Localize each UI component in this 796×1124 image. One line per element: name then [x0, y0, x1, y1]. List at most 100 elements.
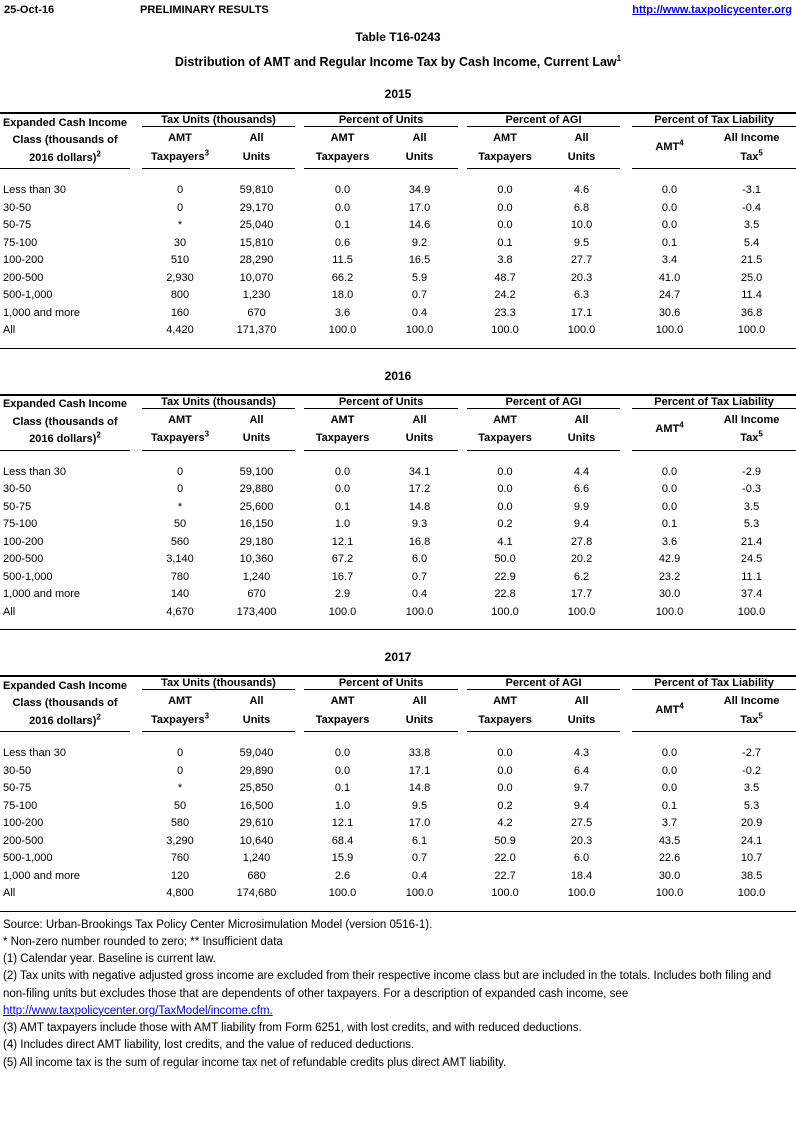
data-cell: 0.0: [661, 747, 678, 760]
data-cell: 11.1: [741, 570, 762, 583]
data-cell: 100.0: [328, 887, 357, 900]
data-cell: 1.0: [334, 799, 351, 812]
income-class-cell: 75-100: [3, 799, 38, 812]
data-cell: 0.1: [334, 500, 351, 513]
data-cell: 6.2: [573, 570, 590, 583]
column-gap: [458, 762, 467, 780]
data-cell: 0.0: [661, 219, 678, 232]
data-cell: 33.8: [408, 747, 431, 760]
data-cell: 4.3: [573, 747, 590, 760]
data-cell: 800: [170, 289, 190, 302]
column-gap: [130, 603, 142, 621]
sub-header-row: AMT Taxpayers3 All Units AMT Taxpayers All Unit…: [0, 689, 796, 732]
data-cell: 16,150: [239, 518, 274, 531]
data-cell: 160: [170, 306, 190, 319]
year-heading: 2017: [384, 650, 412, 664]
data-cell: 9.5: [411, 799, 428, 812]
column-gap: [295, 199, 304, 217]
column-header: All Units: [218, 689, 296, 732]
column-gap: [130, 533, 142, 551]
income-cfm-link[interactable]: http://www.taxpolicycenter.org/TaxModel/…: [3, 1004, 273, 1017]
table-row: All 4,420 171,370 100.0 100.0 100.0 100.0 100.0…: [0, 322, 796, 340]
column-gap: [295, 885, 304, 903]
column-gap: [295, 745, 304, 763]
group-header-row: Expanded Cash Income Class (thousands of 2…: [0, 114, 796, 169]
column-gap: [458, 396, 467, 451]
data-cell: 4,800: [166, 887, 194, 900]
table-row: 30-50 0 29,880 0.0 17.2 0.0 6.6 0.0 -0.3: [0, 481, 796, 499]
column-gap: [130, 745, 142, 763]
table-end-spacer: [0, 621, 796, 630]
column-gap: [295, 815, 304, 833]
data-cell: 20.9: [740, 817, 763, 830]
data-cell: 5.4: [743, 236, 760, 249]
data-cell: 17.7: [570, 588, 593, 601]
income-class-cell: 75-100: [3, 236, 38, 249]
group-header: Percent of AGI: [467, 395, 621, 409]
data-cell: 0.4: [411, 588, 428, 601]
data-cell: 15.9: [331, 852, 354, 865]
data-cell: 10,640: [239, 834, 274, 847]
column-gap: [130, 396, 142, 451]
column-gap: [458, 269, 467, 287]
column-gap: [130, 885, 142, 903]
data-cell: 0.0: [661, 201, 678, 214]
distribution-table-2016: Expanded Cash Income Class (thousands of 2…: [0, 395, 796, 630]
data-cell: *: [177, 782, 183, 795]
data-cell: 0.6: [334, 236, 351, 249]
data-cell: 100.0: [491, 324, 519, 337]
data-cell: 0.1: [661, 236, 678, 249]
income-class-cell: 100-200: [3, 817, 44, 830]
data-cell: 21.4: [740, 535, 763, 548]
data-cell: 2.6: [334, 869, 351, 882]
column-gap: [130, 234, 142, 252]
page-header: 25-Oct-16 PRELIMINARY RESULTS http://www…: [0, 0, 796, 16]
data-cell: 0.0: [497, 201, 513, 214]
data-cell: 9.5: [573, 236, 590, 249]
income-class-cell: Less than 30: [3, 747, 66, 760]
column-gap: [130, 199, 142, 217]
data-cell: 17.0: [408, 201, 431, 214]
data-cell: 4.2: [497, 817, 513, 830]
column-gap: [458, 182, 467, 200]
table-row: 500-1,000 760 1,240 15.9 0.7 22.0 6.0 22.6 10.7: [0, 850, 796, 868]
column-gap: [130, 586, 142, 604]
preliminary-results-label: PRELIMINARY RESULTS: [140, 4, 269, 16]
data-cell: 25.0: [740, 271, 763, 284]
income-class-cell: All: [3, 605, 16, 618]
column-header: AMT Taxpayers: [304, 126, 382, 169]
footnote-marker: 4: [679, 701, 684, 711]
footnote-marker: 5: [758, 710, 763, 720]
data-cell: -0.4: [742, 201, 762, 214]
income-class-cell: 100-200: [3, 254, 44, 267]
data-cell: 100.0: [328, 324, 357, 337]
data-cell: 4.6: [573, 184, 590, 197]
data-cell: 17.2: [408, 483, 431, 496]
column-gap: [620, 586, 632, 604]
column-gap: [130, 568, 142, 586]
data-cell: 0.1: [661, 799, 678, 812]
column-gap: [620, 498, 632, 516]
column-gap: [458, 815, 467, 833]
footnotes: Source: Urban-Brookings Tax Policy Cente…: [0, 912, 796, 1072]
data-cell: -2.7: [742, 747, 762, 760]
footnote-marker: 5: [758, 429, 763, 439]
data-cell: 23.2: [658, 570, 681, 583]
group-header-row: Expanded Cash Income Class (thousands of 2…: [0, 677, 796, 732]
data-cell: 3.7: [661, 817, 678, 830]
distribution-table-2015: Expanded Cash Income Class (thousands of 2…: [0, 114, 796, 349]
group-header: Percent of Units: [304, 114, 459, 127]
data-cell: 3.5: [743, 782, 760, 795]
sub-header-row: AMT Taxpayers3 All Units AMT Taxpayers All Unit…: [0, 126, 796, 169]
data-cell: 0.0: [661, 483, 678, 496]
table-row: 75-100 50 16,500 1.0 9.5 0.2 9.4 0.1 5.3: [0, 797, 796, 815]
table-row: 100-200 510 28,290 11.5 16.5 3.8 27.7 3.4 21.5: [0, 252, 796, 270]
data-cell: 5.9: [411, 271, 428, 284]
column-gap: [620, 815, 632, 833]
data-cell: 59,810: [239, 184, 274, 197]
data-cell: 50: [173, 518, 187, 531]
income-class-cell: 50-75: [3, 500, 32, 513]
taxpolicycenter-link[interactable]: http://www.taxpolicycenter.org: [632, 4, 792, 16]
income-class-cell: 200-500: [3, 553, 44, 566]
data-cell: 68.4: [331, 834, 354, 847]
